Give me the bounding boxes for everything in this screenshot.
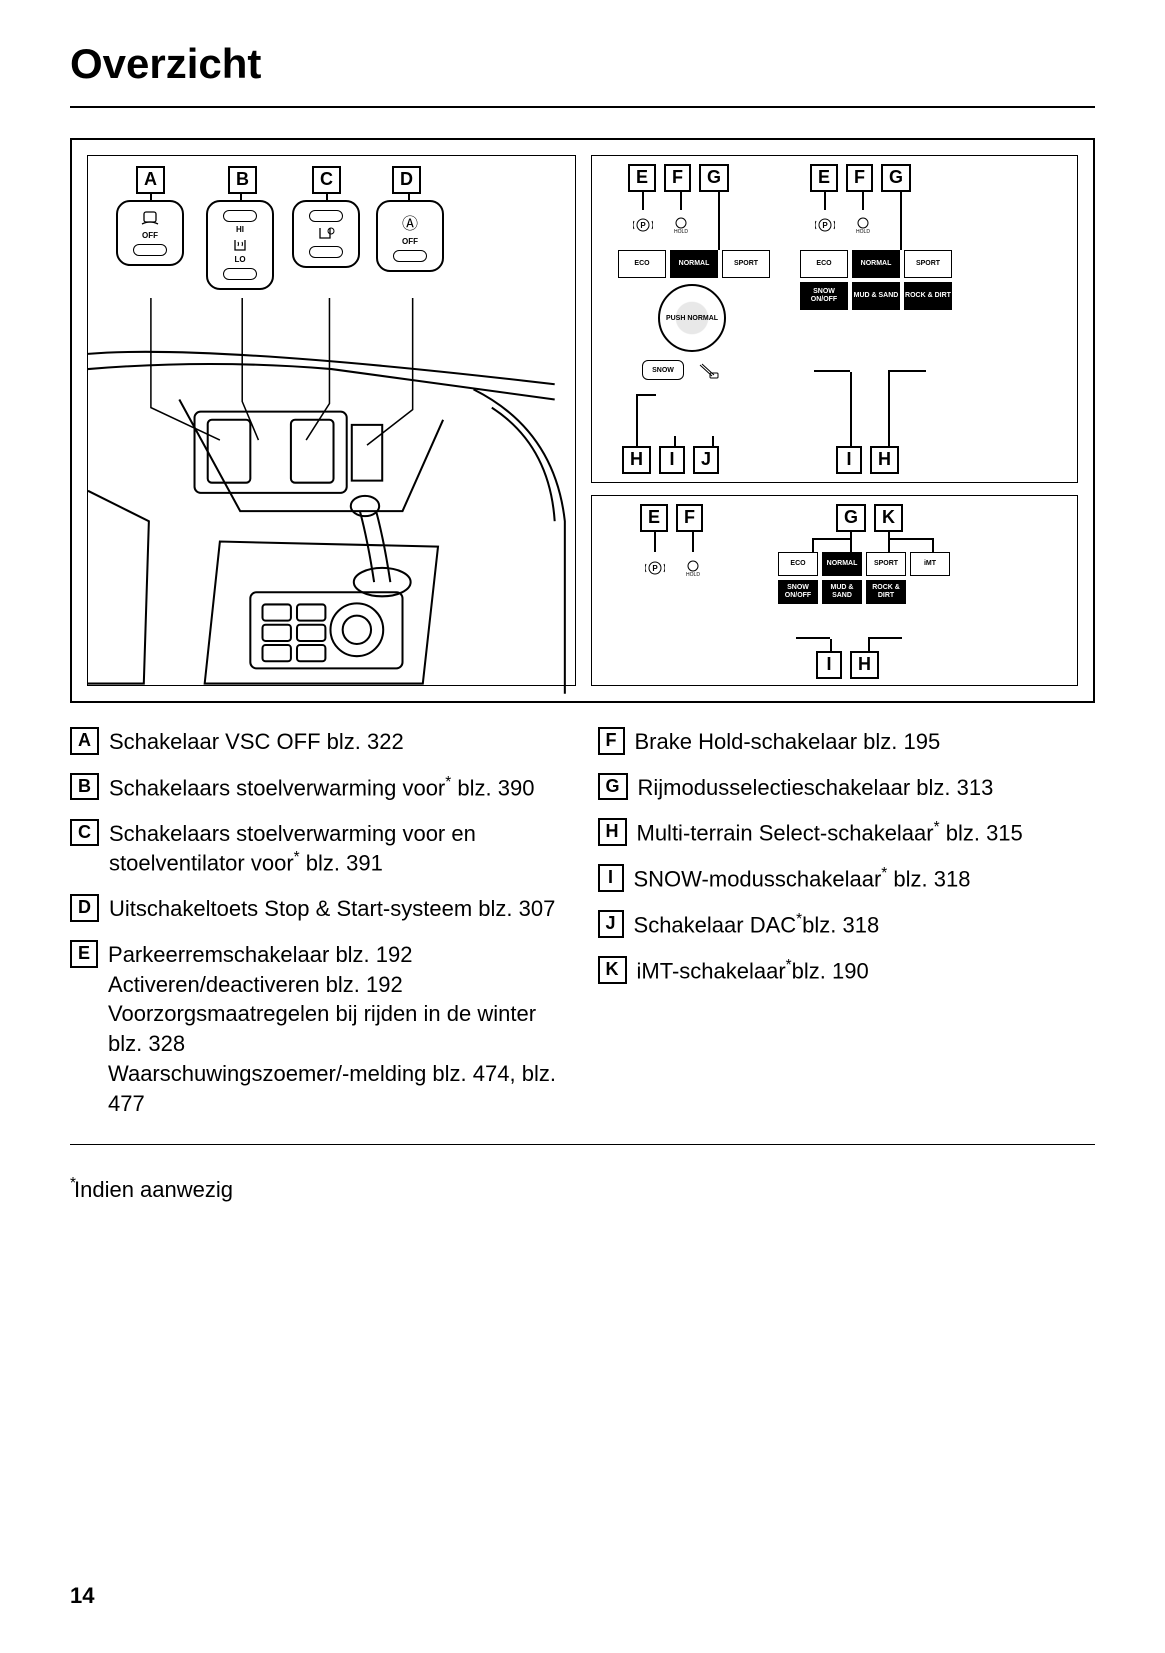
legend-item: H Multi-terrain Select-schakelaar* blz. 3…: [598, 818, 1096, 848]
p1-h2: H: [870, 446, 899, 474]
legend-col-left: A Schakelaar VSC OFF blz. 322 B Schakelaars…: [70, 727, 568, 1134]
p2-snow: SNOW ON/OFF: [778, 580, 818, 604]
legend-col-right: F Brake Hold-schakelaar blz. 195G Rijmodus…: [598, 727, 1096, 1134]
page-title: Overzicht: [70, 40, 1095, 88]
diagram-container: A B C D OFF HI LO Ⓐ: [70, 138, 1095, 703]
snow-onoff: SNOW ON/OFF: [800, 282, 848, 310]
svg-text:HOLD: HOLD: [674, 229, 688, 234]
eco-btn-2: ECO: [800, 250, 848, 278]
snow-btn: SNOW: [642, 360, 684, 380]
panel-1: E F G E F G P HOLD: [591, 155, 1078, 483]
legend-text: Schakelaar VSC OFF blz. 322: [109, 727, 568, 757]
legend-text: Multi-terrain Select-schakelaar* blz. 31…: [637, 818, 1096, 848]
legend-label: H: [598, 818, 627, 846]
svg-text:HOLD: HOLD: [856, 229, 870, 234]
legend-label: D: [70, 894, 99, 922]
dac-icon: [692, 354, 726, 388]
p2-eco: ECO: [778, 552, 818, 576]
p2-f: F: [676, 504, 703, 532]
p2-rock: ROCK & DIRT: [866, 580, 906, 604]
legend-item: G Rijmodusselectieschakelaar blz. 313: [598, 773, 1096, 803]
legend-item: J Schakelaar DAC*blz. 318: [598, 910, 1096, 940]
p2-h: H: [850, 651, 879, 679]
p2-normal: NORMAL: [822, 552, 862, 576]
rock-dirt: ROCK & DIRT: [904, 282, 952, 310]
p1-f: F: [664, 164, 691, 192]
legend-label: J: [598, 910, 624, 938]
legend-item: KiMT-schakelaar*blz. 190: [598, 956, 1096, 986]
p2-imt: iMT: [910, 552, 950, 576]
normal-btn: NORMAL: [670, 250, 718, 278]
legend-label: B: [70, 773, 99, 801]
eco-btn: ECO: [618, 250, 666, 278]
page-number: 14: [70, 1583, 1095, 1609]
legend-text: iMT-schakelaar*blz. 190: [637, 956, 1096, 986]
p1-i: I: [659, 446, 685, 474]
p2-hold-icon: HOLD: [676, 551, 710, 585]
p1-f2: F: [846, 164, 873, 192]
push-normal-dial: PUSH NORMAL: [658, 284, 726, 352]
p2-g: G: [836, 504, 866, 532]
p2-i: I: [816, 651, 842, 679]
mud-sand: MUD & SAND: [852, 282, 900, 310]
right-diagram-col: E F G E F G P HOLD: [591, 155, 1078, 686]
title-rule: [70, 106, 1095, 108]
p-icon-2: P: [808, 208, 842, 242]
legend-item: C Schakelaars stoelverwarming voor en sto…: [70, 819, 568, 879]
legend-text: Brake Hold-schakelaar blz. 195: [635, 727, 1096, 757]
p-icon: P: [626, 208, 660, 242]
legend-text: Uitschakeltoets Stop & Start-systeem blz…: [109, 894, 568, 924]
p2-k: K: [874, 504, 903, 532]
p1-e: E: [628, 164, 656, 192]
p1-i2: I: [836, 446, 862, 474]
bottom-rule: [70, 1144, 1095, 1145]
legend-text: Schakelaars stoelverwarming voor en stoe…: [109, 819, 568, 879]
p1-g2: G: [881, 164, 911, 192]
legend-label: F: [598, 727, 625, 755]
hold-icon-2: HOLD: [846, 208, 880, 242]
sport-btn: SPORT: [722, 250, 770, 278]
legend-columns: A Schakelaar VSC OFF blz. 322 B Schakelaars…: [70, 727, 1095, 1134]
legend-item: D Uitschakeltoets Stop & Start-systeem bl…: [70, 894, 568, 924]
panel-2: E F G K P HOLD ECO NORMAL SPO: [591, 495, 1078, 686]
legend-item: I SNOW-modusschakelaar* blz. 318: [598, 864, 1096, 894]
sport-btn-2: SPORT: [904, 250, 952, 278]
p2-e: E: [640, 504, 668, 532]
p1-j: J: [693, 446, 719, 474]
legend-item: E Parkeerremschakelaar blz. 192Activeren/…: [70, 940, 568, 1118]
svg-text:P: P: [640, 221, 646, 230]
p1-g: G: [699, 164, 729, 192]
legend-label: A: [70, 727, 99, 755]
p2-sport: SPORT: [866, 552, 906, 576]
legend-text: Schakelaars stoelverwarming voor* blz. 3…: [109, 773, 568, 803]
footnote: *Indien aanwezig: [70, 1175, 1095, 1202]
hold-icon: HOLD: [664, 208, 698, 242]
p1-h: H: [622, 446, 651, 474]
legend-label: K: [598, 956, 627, 984]
left-diagram-panel: A B C D OFF HI LO Ⓐ: [87, 155, 576, 686]
legend-text: Parkeerremschakelaar blz. 192Activeren/d…: [108, 940, 567, 1118]
legend-label: G: [598, 773, 628, 801]
p1-e2: E: [810, 164, 838, 192]
legend-label: C: [70, 819, 99, 847]
car-interior-sketch: [88, 156, 575, 694]
legend-item: F Brake Hold-schakelaar blz. 195: [598, 727, 1096, 757]
legend-label: I: [598, 864, 624, 892]
legend-item: A Schakelaar VSC OFF blz. 322: [70, 727, 568, 757]
legend-text: SNOW-modusschakelaar* blz. 318: [634, 864, 1096, 894]
svg-text:P: P: [652, 564, 658, 573]
legend-text: Schakelaar DAC*blz. 318: [634, 910, 1095, 940]
legend-label: E: [70, 940, 98, 968]
svg-text:P: P: [822, 221, 828, 230]
legend-text: Rijmodusselectieschakelaar blz. 313: [638, 773, 1095, 803]
legend-item: B Schakelaars stoelverwarming voor* blz. …: [70, 773, 568, 803]
svg-text:HOLD: HOLD: [686, 572, 700, 577]
p2-p-icon: P: [638, 551, 672, 585]
normal-btn-2: NORMAL: [852, 250, 900, 278]
p2-mud: MUD & SAND: [822, 580, 862, 604]
